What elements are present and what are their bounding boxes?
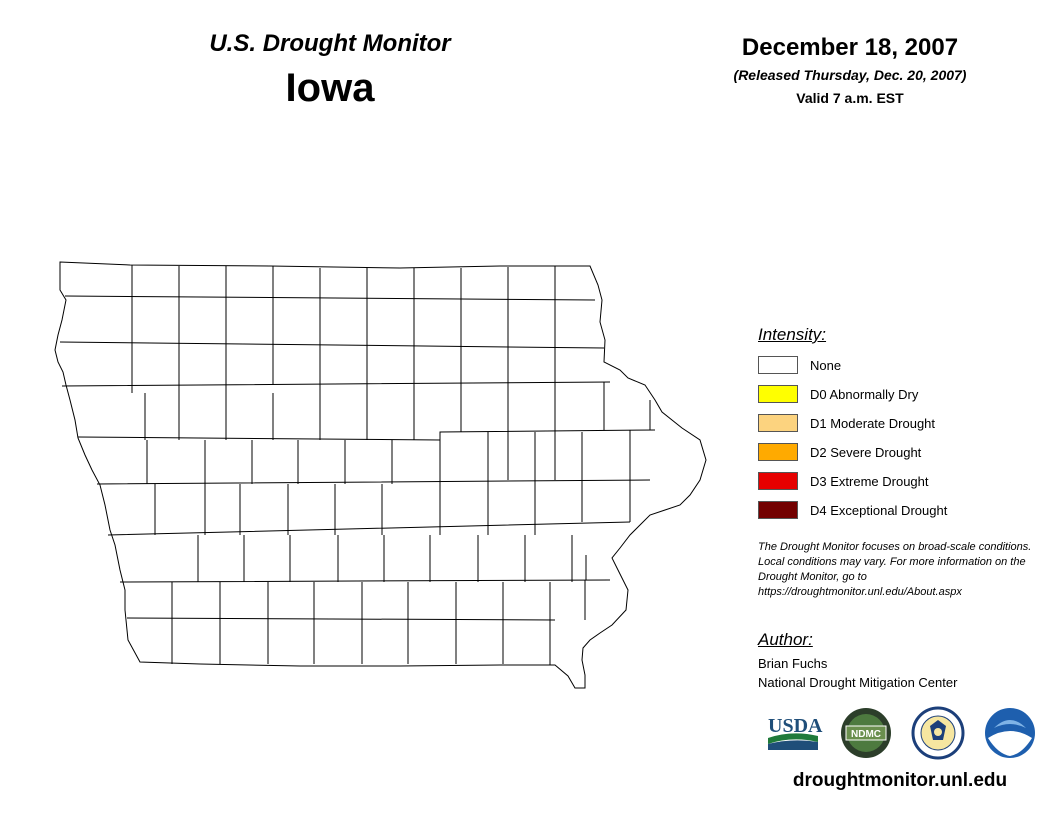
author-heading: Author: <box>758 630 813 649</box>
legend-label: D1 Moderate Drought <box>810 415 936 431</box>
legend-item-d0: D0 Abnormally Dry <box>758 384 918 404</box>
author-name: Brian Fuchs <box>758 656 828 671</box>
disclaimer-note: The Drought Monitor focuses on broad-sca… <box>758 541 1032 598</box>
iowa-county-map <box>54 261 707 689</box>
legend-label: D3 Extreme Drought <box>810 473 929 489</box>
agency-logos: USDA NDMC <box>768 706 1035 760</box>
legend-swatch <box>758 414 798 432</box>
valid-time: Valid 7 a.m. EST <box>796 90 904 106</box>
ndmc-logo-text: NDMC <box>851 729 881 740</box>
commerce-seal-logo <box>911 706 965 760</box>
website-link[interactable]: droughtmonitor.unl.edu <box>792 770 1008 791</box>
legend-label: D4 Exceptional Drought <box>810 502 948 518</box>
legend-swatch <box>758 472 798 490</box>
legend-swatch <box>758 356 798 374</box>
author-organization: National Drought Mitigation Center <box>758 675 958 690</box>
legend-item-d4: D4 Exceptional Drought <box>758 500 947 520</box>
legend-item-none: None <box>758 355 841 375</box>
legend-swatch <box>758 443 798 461</box>
state-title: Iowa <box>285 66 375 110</box>
map-date: December 18, 2007 <box>741 34 959 61</box>
legend-swatch <box>758 385 798 403</box>
legend-swatch <box>758 501 798 519</box>
legend-title: Intensity: <box>758 325 827 344</box>
legend-label: D0 Abnormally Dry <box>810 386 919 402</box>
legend-label: D2 Severe Drought <box>810 444 922 460</box>
ndmc-logo: NDMC <box>841 708 891 758</box>
county-lines-horizontal <box>59 295 656 621</box>
usda-logo-text: USDA <box>768 715 823 737</box>
usda-logo: USDA <box>768 715 823 750</box>
legend-item-d2: D2 Severe Drought <box>758 442 921 462</box>
legend-item-d3: D3 Extreme Drought <box>758 471 929 491</box>
legend-item-d1: D1 Moderate Drought <box>758 413 935 433</box>
legend-label: None <box>810 357 842 373</box>
release-date: (Released Thursday, Dec. 20, 2007) <box>733 67 967 83</box>
county-lines-vertical <box>131 265 651 665</box>
noaa-logo <box>985 708 1035 758</box>
map-series-title: U.S. Drought Monitor <box>209 30 451 57</box>
iowa-state-outline <box>54 261 707 689</box>
